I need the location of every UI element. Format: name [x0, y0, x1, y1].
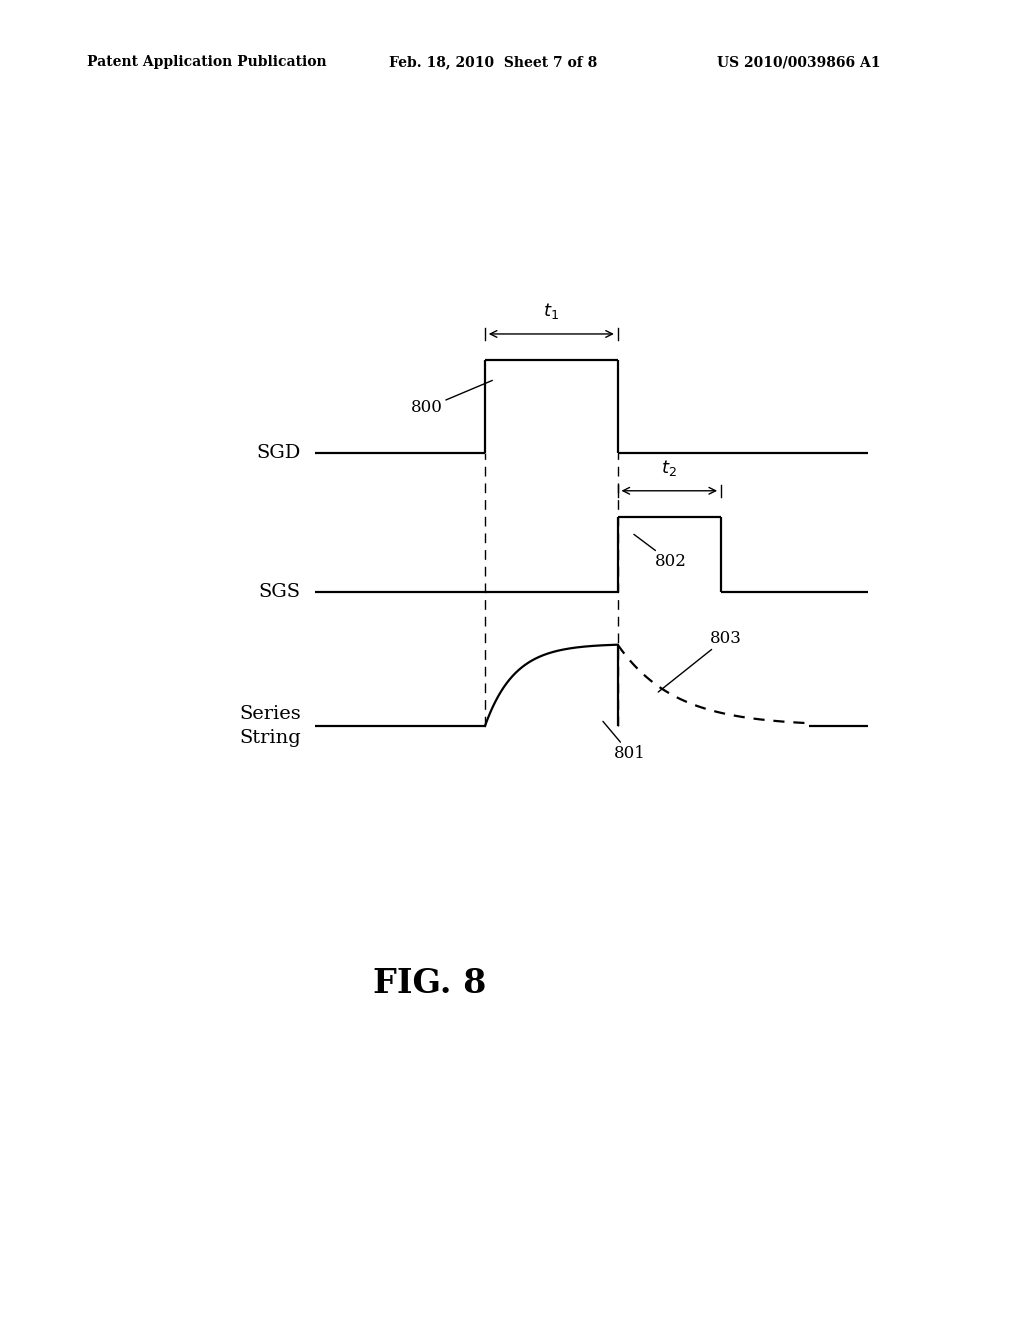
Text: 802: 802 — [634, 535, 686, 570]
Text: FIG. 8: FIG. 8 — [374, 966, 486, 1001]
Text: SGS: SGS — [259, 583, 301, 602]
Text: 800: 800 — [412, 380, 493, 416]
Text: US 2010/0039866 A1: US 2010/0039866 A1 — [717, 55, 881, 70]
Text: Feb. 18, 2010  Sheet 7 of 8: Feb. 18, 2010 Sheet 7 of 8 — [389, 55, 597, 70]
Text: SGD: SGD — [256, 444, 301, 462]
Text: Patent Application Publication: Patent Application Publication — [87, 55, 327, 70]
Text: $t_1$: $t_1$ — [544, 301, 559, 321]
Text: $t_2$: $t_2$ — [662, 458, 677, 478]
Text: Series
String: Series String — [239, 705, 301, 747]
Text: 801: 801 — [603, 721, 646, 762]
Text: 803: 803 — [658, 630, 741, 692]
